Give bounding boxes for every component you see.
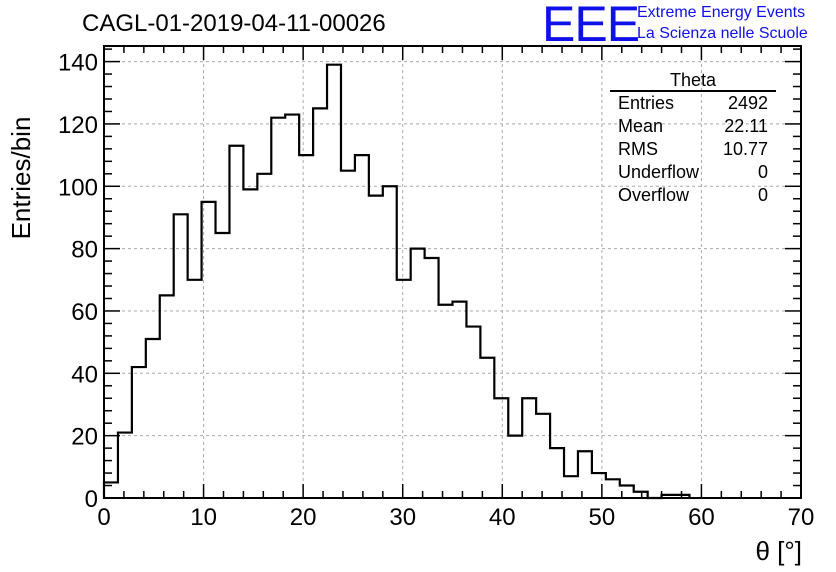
run-title: CAGL-01-2019-04-11-00026 bbox=[82, 10, 386, 37]
y-tick-label: 120 bbox=[58, 112, 98, 139]
histogram-bin bbox=[453, 302, 467, 498]
x-tick-label: 60 bbox=[688, 504, 715, 531]
histogram-bin bbox=[397, 280, 411, 498]
x-tick-label: 30 bbox=[389, 504, 416, 531]
histogram-bin bbox=[536, 414, 550, 498]
y-tick-label: 80 bbox=[71, 237, 98, 264]
x-tick-label: 50 bbox=[589, 504, 616, 531]
plot-frame bbox=[103, 45, 802, 499]
histogram-bin bbox=[313, 108, 327, 498]
histogram-step-line bbox=[102, 63, 691, 500]
stats-row-underflow: Underflow 0 bbox=[610, 161, 776, 184]
histogram-bin bbox=[216, 233, 230, 498]
stats-label: Overflow bbox=[618, 185, 690, 205]
histogram-bin bbox=[592, 473, 606, 498]
x-tick-label: 70 bbox=[788, 504, 815, 531]
grid-lines bbox=[104, 46, 801, 498]
histogram-bin bbox=[299, 155, 313, 498]
histogram-bin bbox=[160, 295, 174, 498]
histogram-bin bbox=[355, 155, 369, 498]
stats-box: Theta Entries 2492 Mean 22.11 RMS 10.77 … bbox=[610, 68, 776, 207]
y-tick-label: 0 bbox=[85, 486, 98, 513]
histogram-bin bbox=[439, 305, 453, 498]
stats-row-mean: Mean 22.11 bbox=[610, 115, 776, 138]
x-axis-title: θ [°] bbox=[755, 536, 802, 566]
stats-value: 10.77 bbox=[722, 139, 768, 159]
histogram-bin bbox=[369, 196, 383, 498]
histogram-bin bbox=[578, 451, 592, 498]
histogram-outline bbox=[102, 63, 691, 500]
histogram-bin bbox=[606, 479, 620, 498]
stats-label: Underflow bbox=[618, 162, 700, 182]
y-tick-labels: 0 20 40 60 80 100 120 140 bbox=[58, 50, 98, 513]
x-tick-label: 0 bbox=[97, 504, 110, 531]
histogram-bin bbox=[188, 280, 202, 498]
y-axis-title: Entries/bin bbox=[6, 117, 36, 240]
x-tick-labels: 0 10 20 30 40 50 60 70 bbox=[97, 504, 814, 531]
stats-label: Entries bbox=[618, 93, 675, 113]
eee-logo: EEE bbox=[542, 0, 640, 52]
histogram-bin bbox=[271, 118, 285, 498]
histogram-bin bbox=[285, 115, 299, 498]
axis-ticks bbox=[103, 46, 802, 499]
histogram-bin bbox=[480, 358, 494, 498]
logo-line-1: Extreme Energy Events bbox=[637, 4, 806, 21]
histogram-bin bbox=[132, 367, 146, 498]
histogram-bin bbox=[383, 186, 397, 498]
stats-row-rms: RMS 10.77 bbox=[610, 138, 776, 161]
y-tick-label: 20 bbox=[71, 424, 98, 451]
histogram-bin bbox=[174, 214, 188, 498]
histogram-bin bbox=[494, 398, 508, 498]
histogram-bin bbox=[341, 171, 355, 498]
histogram-bin bbox=[425, 258, 439, 498]
histogram-bin bbox=[564, 476, 578, 498]
y-tick-label: 100 bbox=[58, 174, 98, 201]
x-tick-label: 10 bbox=[190, 504, 217, 531]
histogram-bin bbox=[466, 327, 480, 498]
logo-line-2: La Scienza nelle Scuole bbox=[637, 25, 808, 42]
x-tick-label: 40 bbox=[489, 504, 516, 531]
y-tick-label: 140 bbox=[58, 50, 98, 77]
stats-label: RMS bbox=[618, 139, 658, 159]
stats-title: Theta bbox=[610, 68, 776, 92]
stats-value: 22.11 bbox=[724, 116, 768, 136]
histogram-bin bbox=[522, 398, 536, 498]
histogram-bin bbox=[229, 146, 243, 498]
y-tick-label: 40 bbox=[71, 361, 98, 388]
histogram-bin bbox=[257, 174, 271, 498]
histogram-bin bbox=[118, 433, 132, 498]
histogram-bin bbox=[508, 436, 522, 498]
stats-label: Mean bbox=[618, 116, 664, 136]
stats-row-overflow: Overflow 0 bbox=[610, 184, 776, 207]
y-tick-label: 60 bbox=[71, 299, 98, 326]
stats-row-entries: Entries 2492 bbox=[610, 92, 776, 115]
stats-value: 2492 bbox=[727, 93, 768, 113]
histogram-bin bbox=[550, 448, 564, 498]
histogram-bin bbox=[327, 65, 341, 498]
stats-value: 0 bbox=[757, 185, 768, 205]
histogram-bin bbox=[146, 339, 160, 498]
histogram-bin bbox=[243, 189, 257, 498]
histogram-bin bbox=[104, 482, 118, 498]
stats-value: 0 bbox=[757, 162, 768, 182]
x-tick-label: 20 bbox=[290, 504, 317, 531]
